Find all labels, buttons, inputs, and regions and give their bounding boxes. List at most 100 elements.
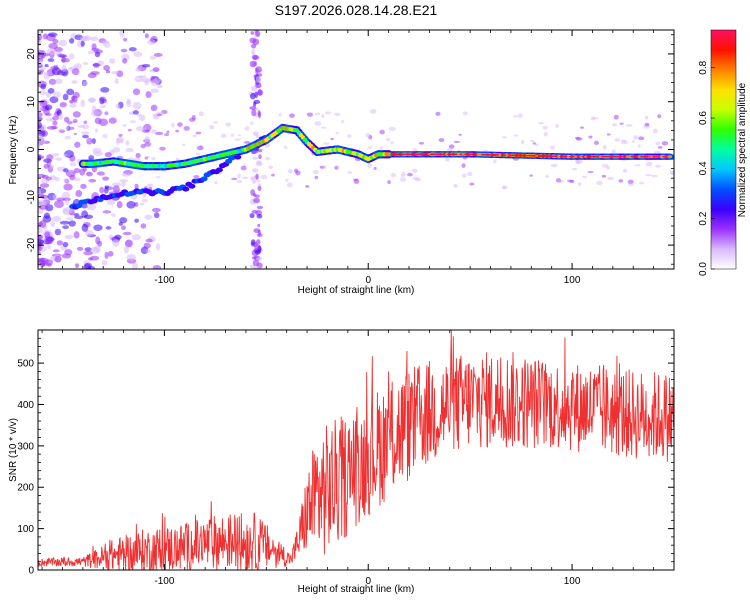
spectrogram-noise-blob bbox=[62, 225, 69, 230]
spectrogram-noise-blob bbox=[249, 213, 255, 219]
spectrogram-noise-blob bbox=[467, 171, 473, 176]
spectrogram-noise-blob bbox=[255, 30, 261, 37]
spectrogram-noise-blob bbox=[146, 183, 154, 189]
spectrogram-noise-blob bbox=[571, 167, 578, 171]
spectrogram-noise-blob bbox=[493, 159, 497, 164]
spectrogram-noise-blob bbox=[72, 118, 78, 123]
spectrogram-noise-blob bbox=[256, 205, 264, 210]
spectrogram-noise-blob bbox=[80, 203, 88, 209]
spectrogram-noise-blob bbox=[125, 239, 133, 248]
spectrogram-noise-blob bbox=[237, 173, 241, 179]
spectrogram-noise-blob bbox=[52, 153, 60, 157]
spectrogram-noise-blob bbox=[532, 142, 536, 145]
spectrogram-noise-blob bbox=[93, 62, 100, 68]
spectrogram-noise-blob bbox=[569, 180, 575, 184]
spectrogram-noise-blob bbox=[502, 186, 507, 189]
spectrogram-noise-blob bbox=[62, 242, 69, 248]
spectrogram-noise-blob bbox=[87, 257, 94, 261]
spectrogram-noise-blob bbox=[314, 175, 319, 180]
spectrogram-noise-blob bbox=[140, 246, 149, 255]
spectrogram-noise-blob bbox=[104, 251, 109, 259]
spectrogram-noise-blob bbox=[177, 122, 183, 127]
spectrogram-noise-blob bbox=[88, 178, 97, 183]
spectrogram-noise-blob bbox=[195, 152, 201, 156]
spectrogram-noise-blob bbox=[295, 170, 301, 176]
spectrogram-ytick-label: 20 bbox=[26, 48, 37, 60]
spectrogram-xtick-label: -100 bbox=[154, 275, 174, 286]
spectrogram-noise-blob bbox=[134, 183, 139, 190]
spectrogram-noise-blob bbox=[244, 126, 250, 131]
spectrogram-noise-blob bbox=[132, 262, 138, 269]
colorbar-label: Normalized spectral amplitude bbox=[737, 82, 748, 217]
spectrogram-noise-blob bbox=[577, 182, 582, 186]
spectrogram-noise-blob bbox=[49, 164, 54, 170]
spectrogram-noise-blob bbox=[335, 131, 339, 135]
spectrogram-noise-blob bbox=[255, 257, 263, 261]
spectrogram-noise-blob bbox=[289, 113, 295, 118]
spectrogram-noise-blob bbox=[151, 157, 156, 161]
spectrogram-noise-blob bbox=[135, 152, 141, 159]
spectrogram-noise-blob bbox=[255, 76, 262, 83]
spectrogram-noise-blob bbox=[39, 183, 50, 188]
spectrogram-noise-blob bbox=[621, 140, 628, 145]
spectrogram-noise-blob bbox=[670, 171, 674, 175]
spectrogram-noise-blob bbox=[146, 155, 151, 159]
spectrogram-noise-blob bbox=[64, 150, 75, 158]
spectrogram-noise-blob bbox=[249, 37, 257, 44]
spectrogram-noise-blob bbox=[255, 82, 262, 89]
spectrogram-noise-blob bbox=[52, 120, 58, 126]
spectrogram-noise-blob bbox=[150, 79, 160, 87]
spectrogram-noise-blob bbox=[596, 180, 603, 186]
spectrogram-noise-blob bbox=[47, 88, 55, 94]
spectrogram-noise-blob bbox=[448, 144, 455, 149]
spectrogram-noise-blob bbox=[81, 131, 90, 135]
spectrogram-noise-blob bbox=[38, 134, 43, 139]
spectrogram-noise-blob bbox=[80, 99, 86, 108]
spectrogram-noise-blob bbox=[251, 168, 259, 173]
spectrogram-noise-blob bbox=[637, 136, 645, 141]
spectrogram-noise-blob bbox=[98, 118, 109, 126]
snr-xtick-label: -100 bbox=[154, 576, 174, 587]
spectrogram-noise-blob bbox=[618, 179, 624, 183]
spectrogram-noise-blob bbox=[102, 210, 112, 214]
spectrogram-noise-blob bbox=[347, 134, 352, 138]
spectrogram-noise-blob bbox=[145, 238, 153, 243]
spectrogram-noise-blob bbox=[121, 172, 131, 177]
spectrogram-noise-blob bbox=[38, 104, 43, 111]
spectrogram-noise-blob bbox=[58, 128, 64, 132]
spectrogram-noise-blob bbox=[305, 185, 310, 188]
spectrogram-noise-blob bbox=[369, 109, 377, 114]
spectrogram-noise-blob bbox=[195, 131, 202, 135]
spectrogram-noise-blob bbox=[122, 58, 128, 64]
spectrogram-noise-blob bbox=[111, 182, 122, 187]
spectrogram-noise-blob bbox=[51, 125, 58, 130]
spectrogram-noise-blob bbox=[250, 121, 254, 125]
spectrogram-noise-blob bbox=[82, 81, 89, 86]
spectrogram-noise-blob bbox=[121, 181, 126, 187]
spectrogram-noise-blob bbox=[521, 139, 525, 145]
spectrogram-noise-blob bbox=[66, 120, 73, 125]
spectrogram-noise-blob bbox=[86, 171, 93, 177]
spectrogram-noise-blob bbox=[253, 197, 261, 204]
spectrogram-noise-blob bbox=[42, 71, 50, 76]
spectrogram-noise-blob bbox=[90, 36, 99, 42]
spectrogram-noise-blob bbox=[255, 66, 262, 73]
spectrogram-noise-blob bbox=[73, 177, 81, 182]
spectrogram-noise-blob bbox=[48, 78, 57, 85]
spectrogram-noise-blob bbox=[69, 53, 75, 60]
spectrogram-noise-blob bbox=[250, 239, 256, 246]
spectrogram-noise-blob bbox=[68, 169, 73, 174]
spectrogram-noise-blob bbox=[209, 124, 215, 130]
spectrogram-noise-blob bbox=[251, 156, 259, 160]
spectrogram-noise-blob bbox=[379, 146, 383, 150]
snr-ytick-label: 0 bbox=[28, 566, 34, 577]
spectrogram-noise-blob bbox=[135, 67, 142, 72]
spectrogram-noise-blob bbox=[645, 161, 653, 167]
snr-ytick-label: 500 bbox=[17, 359, 34, 370]
spectrogram-noise-blob bbox=[152, 113, 159, 117]
spectrogram-noise-blob bbox=[250, 43, 257, 49]
spectrogram-noise-blob bbox=[120, 138, 124, 144]
spectrogram-ytick-label: -10 bbox=[26, 190, 37, 205]
spectrogram-noise-blob bbox=[254, 249, 261, 255]
